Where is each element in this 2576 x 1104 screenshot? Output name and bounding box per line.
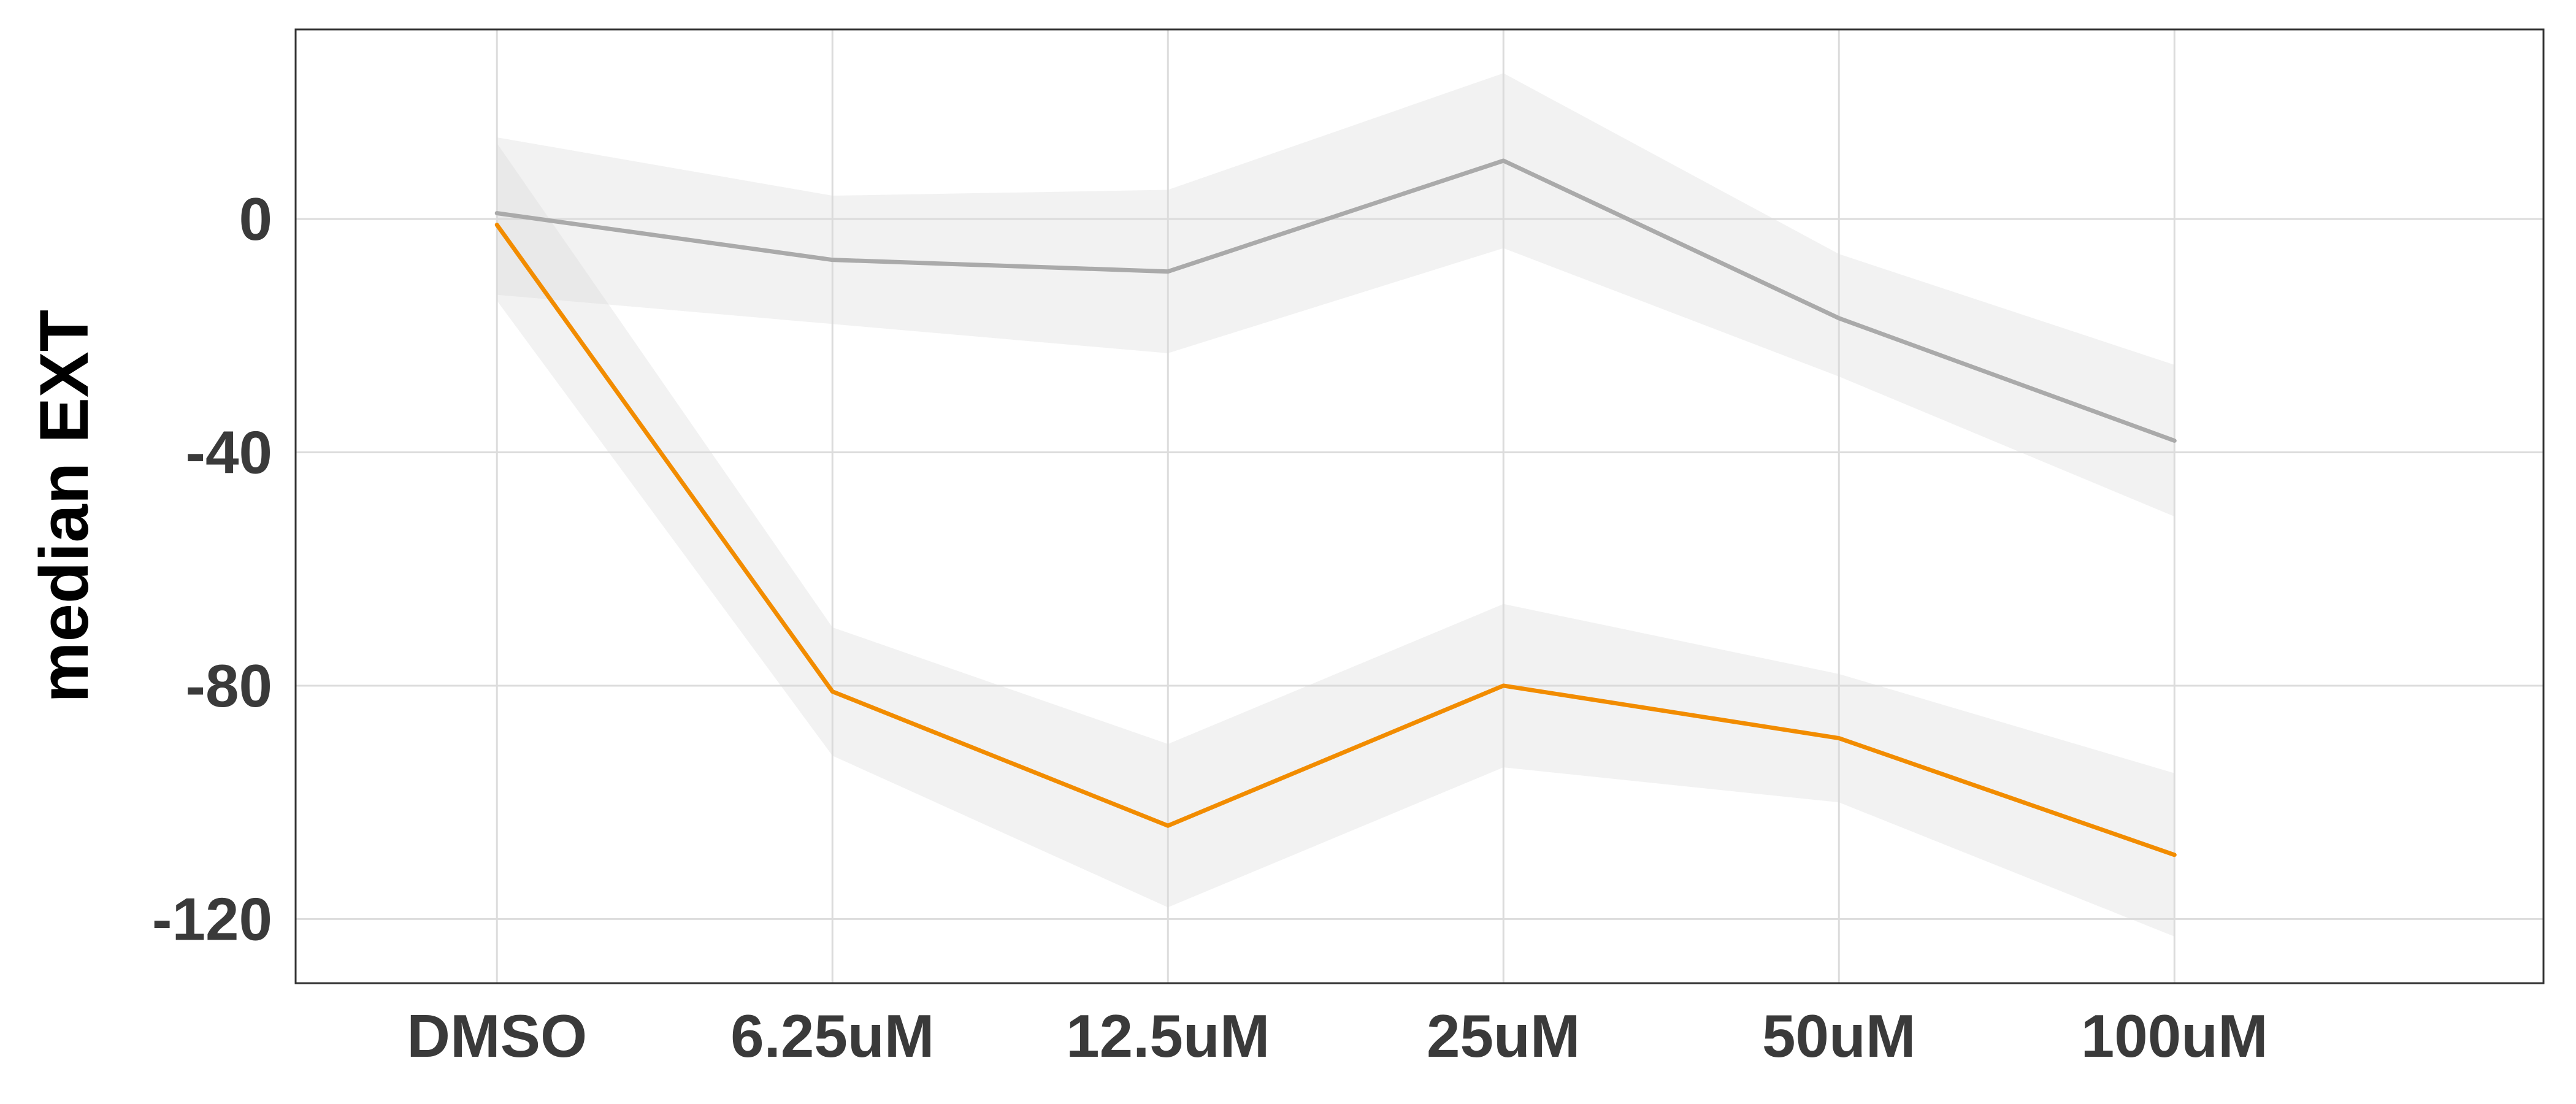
- confidence-band: [497, 143, 2175, 937]
- x-tick-label: 50uM: [1762, 1002, 1916, 1070]
- y-axis-ticks: 0 -40 -80 -120: [152, 185, 272, 953]
- panel-border: [294, 28, 2545, 984]
- y-tick-label: -80: [185, 652, 272, 719]
- series-line: [494, 158, 2177, 443]
- series-lines: [494, 158, 2177, 857]
- grid-layer: [296, 29, 2543, 983]
- y-tick-label: -40: [185, 419, 272, 486]
- confidence-band: [497, 73, 2175, 517]
- y-tick-label: 0: [239, 185, 272, 253]
- y-tick-label: -120: [152, 885, 272, 953]
- confidence-bands: [497, 73, 2175, 937]
- y-axis-title: median EXT: [26, 310, 102, 703]
- x-axis-ticks: DMSO 6.25uM 12.5uM 25uM 50uM 100uM: [407, 1002, 2268, 1070]
- x-tick-label: 25uM: [1427, 1002, 1581, 1070]
- x-tick-label: 12.5uM: [1066, 1002, 1270, 1070]
- x-tick-label: 100uM: [2081, 1002, 2268, 1070]
- series-line: [494, 223, 2177, 857]
- x-tick-label: 6.25uM: [730, 1002, 934, 1070]
- x-tick-label: DMSO: [407, 1002, 587, 1070]
